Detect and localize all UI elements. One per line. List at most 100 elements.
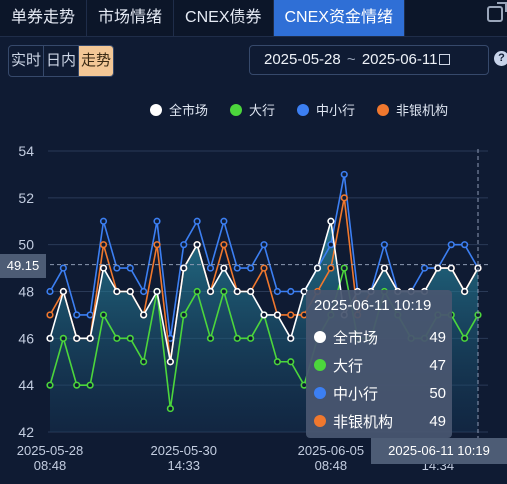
data-point (233, 287, 241, 296)
date-range-picker[interactable]: 2025-05-28 ~ 2025-06-11 (249, 45, 489, 75)
data-point (193, 241, 201, 249)
date-end: 2025-06-11 (361, 51, 438, 68)
data-point (327, 217, 335, 225)
data-point (327, 241, 335, 249)
data-point (287, 358, 295, 366)
tooltip-series-name: 中小行 (333, 385, 379, 403)
data-point (153, 241, 161, 249)
data-point (434, 264, 442, 272)
data-point (126, 264, 134, 272)
data-point (340, 194, 348, 202)
tooltip-dot (314, 387, 326, 399)
data-point (380, 264, 388, 272)
tooltip-series-value: 50 (429, 384, 446, 402)
data-point (86, 334, 94, 342)
tab-market-sentiment[interactable]: 市场情绪 (87, 0, 175, 36)
date-separator: ~ (346, 51, 356, 68)
data-point (247, 334, 255, 342)
y-tick-label: 44 (18, 377, 34, 393)
data-point (46, 381, 54, 389)
data-point (260, 264, 268, 272)
data-point (180, 241, 188, 249)
data-point (99, 217, 108, 225)
tab-single-bond-trend[interactable]: 单券走势 (0, 0, 88, 36)
intraday-button[interactable]: 日内 (44, 46, 79, 76)
tab-cnex-bond[interactable]: CNEX债券 (174, 0, 274, 36)
window-restore-icon[interactable] (487, 2, 507, 22)
data-point (287, 334, 295, 342)
legend-item-big-banks[interactable]: 大行 (230, 100, 275, 119)
data-point (46, 334, 54, 342)
legend-item-small-mid-banks[interactable]: 中小行 (297, 100, 355, 119)
legend-label: 大行 (249, 103, 276, 118)
x-tick-label: 2025-05-30 (151, 443, 218, 458)
data-point (46, 311, 54, 319)
data-point (206, 264, 215, 272)
data-point (233, 264, 241, 272)
data-point (247, 264, 255, 272)
data-point (140, 311, 148, 319)
x-tick-label: 2025-06-05 (298, 443, 365, 458)
data-point (461, 241, 469, 249)
data-point (447, 241, 455, 249)
data-point (327, 264, 335, 272)
data-point (140, 287, 148, 296)
data-point (99, 241, 108, 249)
tooltip-series-value: 47 (429, 356, 446, 374)
x-tick-label: 08:48 (315, 458, 348, 473)
data-point (46, 287, 54, 296)
data-point (273, 358, 281, 366)
data-point (153, 287, 161, 296)
tooltip-row-big-banks: 大行 47 (314, 354, 446, 376)
tooltip-dot (314, 415, 326, 427)
time-range-segmented-control: 实时 日内 走势 (8, 45, 114, 77)
data-point (220, 241, 228, 249)
data-point (260, 241, 268, 249)
data-point (260, 311, 268, 319)
tooltip-series-name: 全市场 (333, 329, 379, 347)
calendar-icon[interactable] (439, 54, 451, 65)
legend-label: 全市场 (169, 103, 209, 118)
tooltip-series-value: 49 (429, 328, 446, 346)
legend-dot (297, 103, 310, 116)
data-point (126, 287, 134, 296)
data-point (340, 264, 348, 272)
data-point (166, 404, 174, 413)
tooltip-row-non-bank: 非银机构 49 (314, 410, 446, 432)
data-point (86, 311, 94, 319)
legend-label: 非银机构 (396, 103, 449, 118)
data-point (99, 311, 108, 319)
data-point (461, 334, 469, 342)
trend-button[interactable]: 走势 (79, 46, 113, 76)
tab-bar: 单券走势 市场情绪 CNEX债券 CNEX资金情绪 (0, 0, 507, 37)
help-circle-icon[interactable]: ? (494, 51, 507, 66)
y-tick-label: 42 (18, 424, 34, 440)
realtime-button[interactable]: 实时 (9, 46, 44, 76)
tooltip-series-value: 49 (429, 412, 446, 430)
tooltip-row-small-mid-banks: 中小行 50 (314, 382, 446, 404)
y-tick-label: 54 (18, 143, 34, 159)
x-tick-label: 08:48 (34, 458, 67, 473)
data-point (180, 311, 188, 319)
data-point (380, 241, 388, 249)
data-point (113, 287, 121, 296)
tooltip-title: 2025-06-11 10:19 (314, 297, 432, 314)
tab-cnex-fund-sentiment[interactable]: CNEX资金情绪 (273, 0, 405, 36)
crosshair-x-value: 2025-06-11 10:19 (371, 438, 507, 464)
y-tick-label: 50 (18, 237, 34, 253)
data-point (140, 358, 148, 366)
x-tick-label: 2025-05-28 (17, 443, 84, 458)
legend-item-non-bank[interactable]: 非银机构 (377, 100, 448, 119)
legend-item-all-market[interactable]: 全市场 (150, 100, 208, 119)
data-point (73, 311, 81, 319)
data-point (73, 334, 81, 342)
data-point (247, 287, 255, 296)
tooltip-dot (314, 359, 326, 371)
crosshair-y-value: 49.15 (0, 254, 46, 278)
data-point (99, 264, 108, 272)
y-tick-label: 52 (18, 190, 34, 206)
data-point (287, 311, 295, 319)
x-tick-label: 14:33 (167, 458, 200, 473)
data-point (153, 217, 161, 225)
y-tick-label: 48 (18, 284, 34, 300)
